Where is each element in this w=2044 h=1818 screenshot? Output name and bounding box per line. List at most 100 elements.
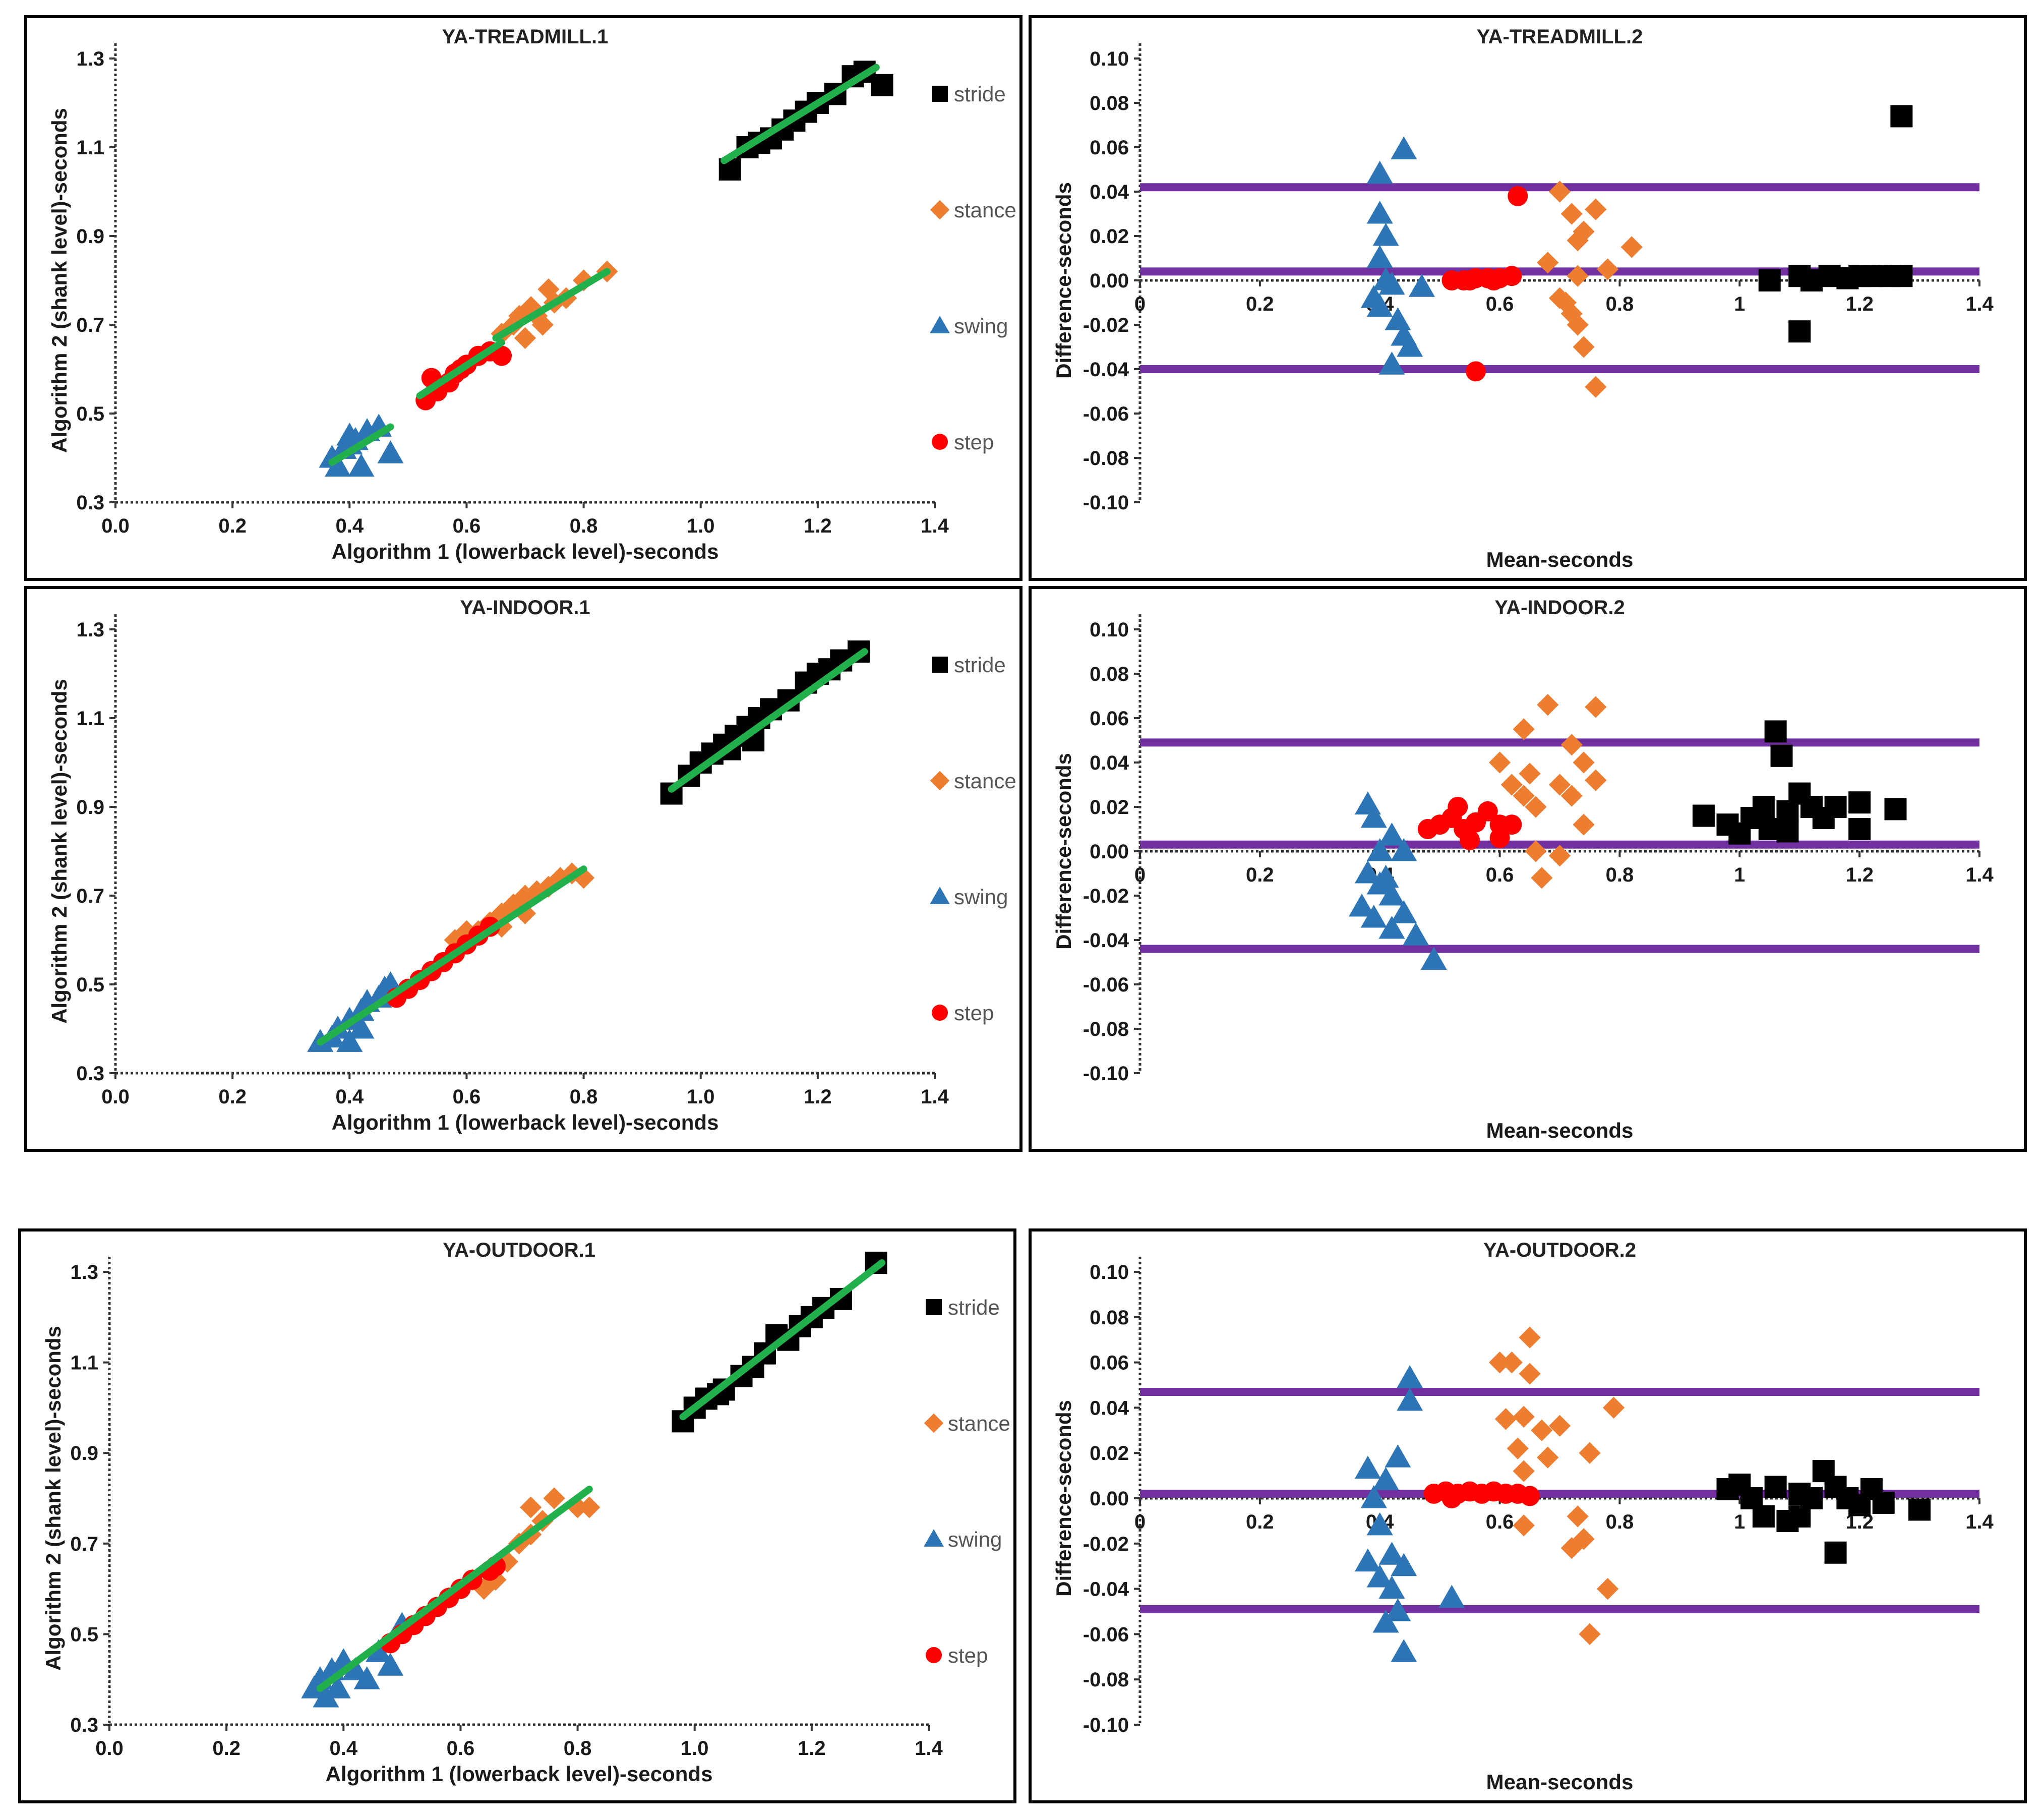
x-tick-label: 0.0 bbox=[101, 1086, 130, 1108]
stance-point bbox=[1519, 763, 1541, 785]
legend-marker-stance bbox=[930, 200, 950, 220]
stance-point bbox=[1513, 1405, 1535, 1428]
stride-point bbox=[1848, 818, 1871, 840]
x-tick-label: 1.4 bbox=[1965, 1511, 1994, 1533]
stance-point bbox=[1579, 1623, 1601, 1645]
y-tick-label: 1.3 bbox=[76, 48, 104, 70]
stance-point bbox=[1531, 867, 1553, 889]
y-axis-label: Algorithm 2 (shank level)-seconds bbox=[41, 1326, 65, 1671]
swing-point bbox=[1420, 947, 1447, 970]
x-tick-label: 1 bbox=[1734, 293, 1745, 315]
x-axis-label: Mean-seconds bbox=[1486, 548, 1634, 571]
stance-point bbox=[1548, 774, 1571, 796]
y-tick-label: -0.02 bbox=[1083, 314, 1129, 336]
stance-point bbox=[1500, 774, 1523, 796]
stance-point bbox=[1560, 203, 1583, 225]
stance-point bbox=[1494, 1408, 1517, 1430]
panel-treadmill-scatter: YA-TREADMILL.1 0.3 0.5 0.7 0.9 1.1 1.3 0.0 0.2 0.… bbox=[24, 15, 1023, 581]
swing-point bbox=[1372, 864, 1399, 888]
legend-marker-step bbox=[932, 1005, 948, 1021]
legend-label-swing: swing bbox=[948, 1528, 1002, 1551]
y-tick-label: 0.10 bbox=[1090, 1261, 1129, 1283]
stride-point bbox=[1764, 1476, 1787, 1498]
swing-point bbox=[1360, 1485, 1387, 1508]
x-tick-label: 0.0 bbox=[101, 515, 130, 537]
x-tick-label: 0.4 bbox=[335, 515, 364, 537]
chart-treadmill-scatter: YA-TREADMILL.1 0.3 0.5 0.7 0.9 1.1 1.3 0.0 0.2 0.… bbox=[47, 26, 1016, 563]
legend-label-swing: swing bbox=[954, 314, 1008, 338]
x-tick-label: 1.4 bbox=[915, 1737, 943, 1760]
y-tick-label: -0.10 bbox=[1083, 1063, 1129, 1085]
x-tick-label: 0.6 bbox=[1486, 864, 1514, 886]
legend-marker-stride bbox=[932, 86, 948, 102]
y-tick-label: -0.04 bbox=[1083, 359, 1129, 381]
panel-indoor-ba: YA-INDOOR.2 -0.10 -0.08 -0.06 -0.04 -0.02 0.00… bbox=[1029, 586, 2027, 1152]
legend-marker-stride bbox=[932, 657, 948, 673]
swing-point bbox=[342, 1657, 369, 1680]
x-axis-label: Mean-seconds bbox=[1486, 1770, 1634, 1794]
stance-point bbox=[1585, 769, 1607, 791]
y-axis-label: Algorithm 2 (shank level)-seconds bbox=[47, 679, 71, 1024]
swing-point bbox=[1391, 136, 1417, 159]
stance-point bbox=[1548, 1415, 1571, 1437]
swing-point bbox=[1403, 922, 1429, 946]
swing-point bbox=[1397, 1365, 1423, 1388]
x-axis-label: Algorithm 1 (lowerback level)-seconds bbox=[332, 1110, 719, 1134]
legend-marker-stance bbox=[924, 1413, 944, 1433]
y-tick-label: 0.04 bbox=[1090, 752, 1129, 774]
legend-label-stance: stance bbox=[954, 769, 1016, 793]
swing-point bbox=[1391, 838, 1417, 861]
legend-label-stride: stride bbox=[954, 82, 1006, 106]
trend-line bbox=[317, 865, 587, 1046]
points bbox=[1360, 105, 1913, 398]
panel-treadmill-ba: YA-TREADMILL.2 -0.10 -0.08 -0.06 -0.04 -0.02 0… bbox=[1029, 15, 2027, 581]
step-point bbox=[1448, 797, 1468, 817]
trend-line bbox=[679, 1259, 886, 1421]
y-tick-label: 1.3 bbox=[76, 619, 104, 641]
legend-marker-step bbox=[932, 434, 948, 450]
swing-point bbox=[1372, 222, 1399, 246]
y-axis-label: Algorithm 2 (shank level)-seconds bbox=[47, 108, 71, 453]
swing-point bbox=[348, 1015, 375, 1039]
y-tick-label: 0.06 bbox=[1090, 1352, 1129, 1374]
swing-point bbox=[1360, 804, 1387, 828]
swing-point bbox=[336, 422, 363, 446]
swing-point bbox=[1408, 274, 1435, 297]
stance-point bbox=[1597, 258, 1619, 280]
y-tick-label: 0.3 bbox=[76, 1063, 104, 1085]
trend-line bbox=[668, 648, 868, 793]
trend-line bbox=[720, 64, 880, 164]
x-tick-label: 0.4 bbox=[329, 1737, 357, 1760]
y-tick-label: 0.5 bbox=[76, 974, 104, 996]
x-tick-label: 0.8 bbox=[564, 1737, 592, 1760]
y-axis-label: Difference-seconds bbox=[1052, 753, 1075, 950]
swing-point bbox=[1378, 351, 1405, 375]
y-tick-label: 1.3 bbox=[70, 1261, 98, 1283]
y-tick-label: 0.5 bbox=[76, 403, 104, 425]
x-tick-label: 0.0 bbox=[95, 1737, 124, 1760]
stride-point bbox=[1770, 744, 1793, 767]
y-tick-label: 0.7 bbox=[70, 1533, 98, 1555]
x-tick-label: 0.6 bbox=[1486, 1511, 1514, 1533]
stance-point bbox=[1573, 336, 1595, 358]
stance-point bbox=[1513, 718, 1535, 740]
x-tick-label: 0.8 bbox=[570, 1086, 598, 1108]
stance-point bbox=[1567, 1505, 1589, 1528]
legend-marker-stride bbox=[926, 1299, 942, 1315]
y-tick-label: 0.00 bbox=[1090, 270, 1129, 292]
swing-point bbox=[1354, 1455, 1381, 1479]
swing-point bbox=[1366, 245, 1393, 268]
y-tick-label: 0.9 bbox=[70, 1442, 98, 1464]
legend-marker-step bbox=[926, 1647, 942, 1663]
swing-point bbox=[1354, 1548, 1381, 1572]
x-tick-label: 1.0 bbox=[681, 1737, 709, 1760]
stance-point bbox=[1548, 287, 1571, 309]
y-tick-label: 0.08 bbox=[1090, 92, 1129, 114]
y-tick-label: 0.00 bbox=[1090, 1488, 1129, 1510]
stance-point bbox=[543, 1487, 565, 1509]
stance-point bbox=[1537, 252, 1559, 274]
stance-point bbox=[1513, 1460, 1535, 1482]
trend-line bbox=[328, 423, 394, 466]
y-tick-label: 0.06 bbox=[1090, 137, 1129, 159]
swing-point bbox=[1397, 1387, 1423, 1411]
